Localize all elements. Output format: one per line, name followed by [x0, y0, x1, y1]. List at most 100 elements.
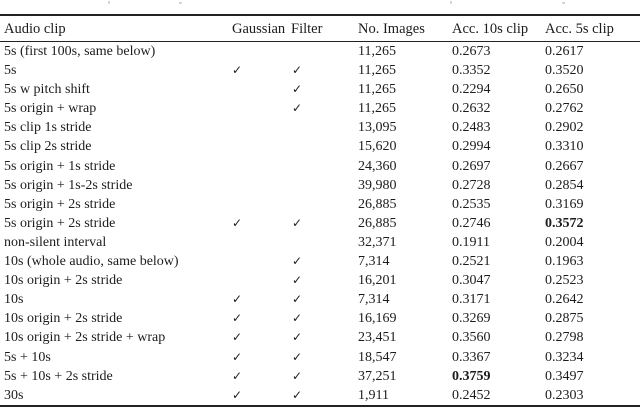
acc-5s-value: 0.2902: [545, 120, 584, 136]
column-header-acc-5s-clip: Acc. 5s clip: [545, 15, 640, 42]
filter-checkmark-icon: ✓: [292, 330, 303, 345]
acc-5s-value: 0.3169: [545, 196, 584, 212]
no-images-value: 16,201: [358, 273, 397, 289]
filter-checkmark-icon: ✓: [292, 368, 303, 383]
gaussian-empty-cell: [230, 157, 290, 176]
filter-checkmark-icon: ✓: [292, 387, 303, 402]
gaussian-empty-cell: [230, 80, 290, 99]
acc-5s-value: 0.2667: [545, 158, 584, 174]
no-images-value: 7,314: [358, 292, 390, 308]
filter-checkmark-icon: ✓: [292, 311, 303, 326]
audio-clip-label: 10s origin + 2s stride: [4, 273, 123, 289]
acc-10s-value: 0.2535: [452, 196, 491, 212]
filter-empty-cell: [290, 176, 358, 195]
gaussian-checkmark-icon: ✓: [232, 311, 243, 326]
audio-clip-label: 5s w pitch shift: [4, 82, 90, 98]
table-row: 10s origin + 2s stride ✓ ✓ 16,169 0.3269 0.28…: [0, 309, 640, 328]
table-row: 5s + 10s ✓ ✓ 18,547 0.3367 0.3234: [0, 348, 640, 367]
no-images-value: 39,980: [358, 177, 397, 193]
gaussian-empty-cell: [230, 195, 290, 214]
gaussian-empty-cell: [230, 271, 290, 290]
filter-checkmark-icon: ✓: [292, 63, 303, 78]
acc-10s-value: 0.2452: [452, 387, 491, 403]
column-header-audio-clip: Audio clip: [0, 15, 230, 42]
acc-10s-value: 0.1911: [452, 234, 490, 250]
column-header-acc-10s-clip: Acc. 10s clip: [452, 15, 545, 42]
no-images-value: 11,265: [358, 82, 396, 98]
gaussian-empty-cell: [230, 233, 290, 252]
acc-10s-value: 0.2728: [452, 177, 491, 193]
audio-clip-label: 5s origin + 1s stride: [4, 158, 116, 174]
results-table-body: 5s (first 100s, same below) 11,265 0.2673 0…: [0, 42, 640, 406]
gaussian-empty-cell: [230, 137, 290, 156]
gaussian-empty-cell: [230, 118, 290, 137]
acc-5s-value: 0.2798: [545, 330, 584, 346]
acc-10s-value: 0.3352: [452, 63, 491, 79]
audio-clip-label: 5s origin + 2s stride: [4, 196, 116, 212]
acc-10s-value: 0.2673: [452, 44, 491, 59]
gaussian-checkmark-icon: ✓: [232, 387, 243, 402]
audio-clip-label: 10s origin + 2s stride + wrap: [4, 330, 166, 346]
gaussian-checkmark-icon: ✓: [232, 292, 243, 307]
no-images-value: 11,265: [358, 44, 396, 59]
acc-10s-value: 0.2521: [452, 254, 491, 270]
table-row: 5s clip 2s stride 15,620 0.2994 0.3310: [0, 137, 640, 156]
audio-clip-label: 5s (first 100s, same below): [4, 44, 156, 59]
no-images-value: 26,885: [358, 196, 397, 212]
caption-remnant-mark: [450, 1, 452, 4]
no-images-value: 23,451: [358, 330, 397, 346]
audio-clip-label: 5s origin + wrap: [4, 101, 97, 117]
header-row: Audio clip Gaussian Filter No. Images Ac…: [0, 15, 640, 42]
audio-clip-label: 10s (whole audio, same below): [4, 254, 179, 270]
gaussian-checkmark-icon: ✓: [232, 215, 243, 230]
audio-clip-label: 5s origin + 2s stride: [4, 215, 116, 231]
table-row: 5s origin + 2s stride ✓ ✓ 26,885 0.2746 0.357…: [0, 214, 640, 233]
acc-5s-value: 0.3497: [545, 368, 584, 384]
no-images-value: 15,620: [358, 139, 397, 155]
caption-remnant-mark: [562, 2, 565, 4]
table-row: 5s ✓ ✓ 11,265 0.3352 0.3520: [0, 61, 640, 80]
audio-clip-label: 5s: [4, 63, 17, 79]
column-header-gaussian: Gaussian: [230, 15, 290, 42]
no-images-value: 32,371: [358, 234, 397, 250]
acc-10s-value: 0.2294: [452, 82, 491, 98]
audio-clip-label: 10s: [4, 292, 24, 308]
filter-empty-cell: [290, 195, 358, 214]
filter-empty-cell: [290, 137, 358, 156]
acc-5s-value: 0.2303: [545, 387, 584, 403]
filter-checkmark-icon: ✓: [292, 82, 303, 97]
acc-10s-value: 0.3560: [452, 330, 491, 346]
acc-5s-value: 0.3572: [545, 215, 584, 231]
audio-clip-label: non-silent interval: [4, 234, 107, 250]
caption-remnant-mark: [179, 2, 182, 4]
acc-10s-value: 0.3269: [452, 311, 491, 327]
audio-clip-label: 5s clip 2s stride: [4, 139, 92, 155]
filter-empty-cell: [290, 157, 358, 176]
gaussian-empty-cell: [230, 252, 290, 271]
no-images-value: 18,547: [358, 349, 397, 365]
table-row: 10s (whole audio, same below) ✓ 7,314 0.252…: [0, 252, 640, 271]
table-row: 5s origin + 1s stride 24,360 0.2697 0.2667: [0, 157, 640, 176]
gaussian-empty-cell: [230, 42, 290, 62]
no-images-value: 11,265: [358, 101, 396, 117]
acc-10s-value: 0.2632: [452, 101, 491, 117]
acc-5s-value: 0.2854: [545, 177, 584, 193]
audio-clip-label: 10s origin + 2s stride: [4, 311, 123, 327]
table-row: 5s w pitch shift ✓ 11,265 0.2294 0.2650: [0, 80, 640, 99]
audio-clip-label: 5s clip 1s stride: [4, 120, 92, 136]
acc-5s-value: 0.2617: [545, 44, 584, 59]
no-images-value: 7,314: [358, 254, 390, 270]
no-images-value: 1,911: [358, 387, 389, 403]
filter-checkmark-icon: ✓: [292, 273, 303, 288]
no-images-value: 16,169: [358, 311, 397, 327]
table-row: 5s origin + wrap ✓ 11,265 0.2632 0.2762: [0, 99, 640, 118]
gaussian-empty-cell: [230, 99, 290, 118]
audio-clip-label: 5s + 10s + 2s stride: [4, 368, 113, 384]
filter-checkmark-icon: ✓: [292, 215, 303, 230]
table-row: non-silent interval 32,371 0.1911 0.2004: [0, 233, 640, 252]
acc-5s-value: 0.3520: [545, 63, 584, 79]
gaussian-checkmark-icon: ✓: [232, 63, 243, 78]
table-row: 5s origin + 1s-2s stride 39,980 0.2728 0.28…: [0, 176, 640, 195]
table-row: 5s origin + 2s stride 26,885 0.2535 0.3169: [0, 195, 640, 214]
